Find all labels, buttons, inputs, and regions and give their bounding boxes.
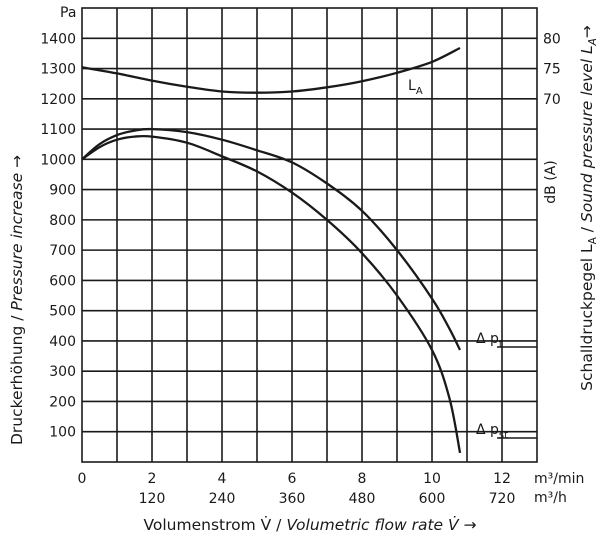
left-tick-label: 200 [49,394,76,410]
left-tick-label: 800 [49,213,76,229]
x-axis-title: Volumenstrom V̇ / Volumetric flow rate V… [143,515,476,534]
left-tick-label: 1300 [40,62,76,78]
x-tick-label-m3min: 6 [288,471,297,487]
x-tick-label-m3h: 600 [419,491,446,507]
x-axis-ticks: 0 2 4 6 8 10 12 120 240 360 480 600 720 [78,471,516,507]
x-tick-label-m3h: 240 [209,491,236,507]
left-tick-label: 500 [49,304,76,320]
x-unit-m3h: m³/h [534,490,567,506]
left-tick-label: 1200 [40,92,76,108]
curve-static-pressure [81,134,462,454]
curve-total-pressure [81,127,462,351]
right-tick-label: 70 [543,92,561,108]
right-axis-unit-db: dB (A) [543,160,559,203]
right-axis-ticks: 70 75 80 [543,31,561,108]
left-axis-ticks: 100 200 300 400 500 600 700 800 900 1000 1100 1200 1… [40,31,76,440]
x-tick-label-m3min: 12 [493,471,511,487]
x-tick-label-m3h: 720 [489,491,516,507]
right-axis-title: Schalldruckpegel LA / Sound pressure lev… [578,25,599,391]
left-tick-label: 900 [49,183,76,199]
x-tick-label-m3min: 0 [78,471,87,487]
x-tick-label-m3min: 4 [218,471,227,487]
left-tick-label: 400 [49,334,76,350]
x-tick-label-m3h: 360 [279,491,306,507]
left-tick-label: 1100 [40,122,76,138]
right-tick-label: 75 [543,62,561,78]
plot-frame [81,7,538,463]
series-label-dpst: Δ pst [476,422,508,441]
right-tick-label: 80 [543,31,561,47]
left-tick-label: 700 [49,243,76,259]
series-label-dpt: Δ pt [476,331,503,350]
x-unit-m3min: m³/min [534,471,584,487]
left-axis-unit: Pa [60,5,76,21]
left-tick-label: 100 [49,425,76,441]
series-label-la: LA [408,78,423,97]
x-tick-label-m3min: 10 [423,471,441,487]
x-tick-label-m3h: 480 [349,491,376,507]
curves [81,46,537,454]
x-tick-label-m3min: 8 [358,471,367,487]
plot-grid [81,7,538,463]
x-tick-label-m3h: 120 [139,491,166,507]
left-tick-label: 300 [49,364,76,380]
left-tick-label: 600 [49,273,76,289]
x-tick-label-m3min: 2 [148,471,157,487]
left-tick-label: 1400 [40,31,76,47]
curve-sound-pressure-level [81,46,461,94]
left-axis-title: Druckerhöhung / Pressure increase → [8,155,26,445]
left-tick-label: 1000 [40,152,76,168]
